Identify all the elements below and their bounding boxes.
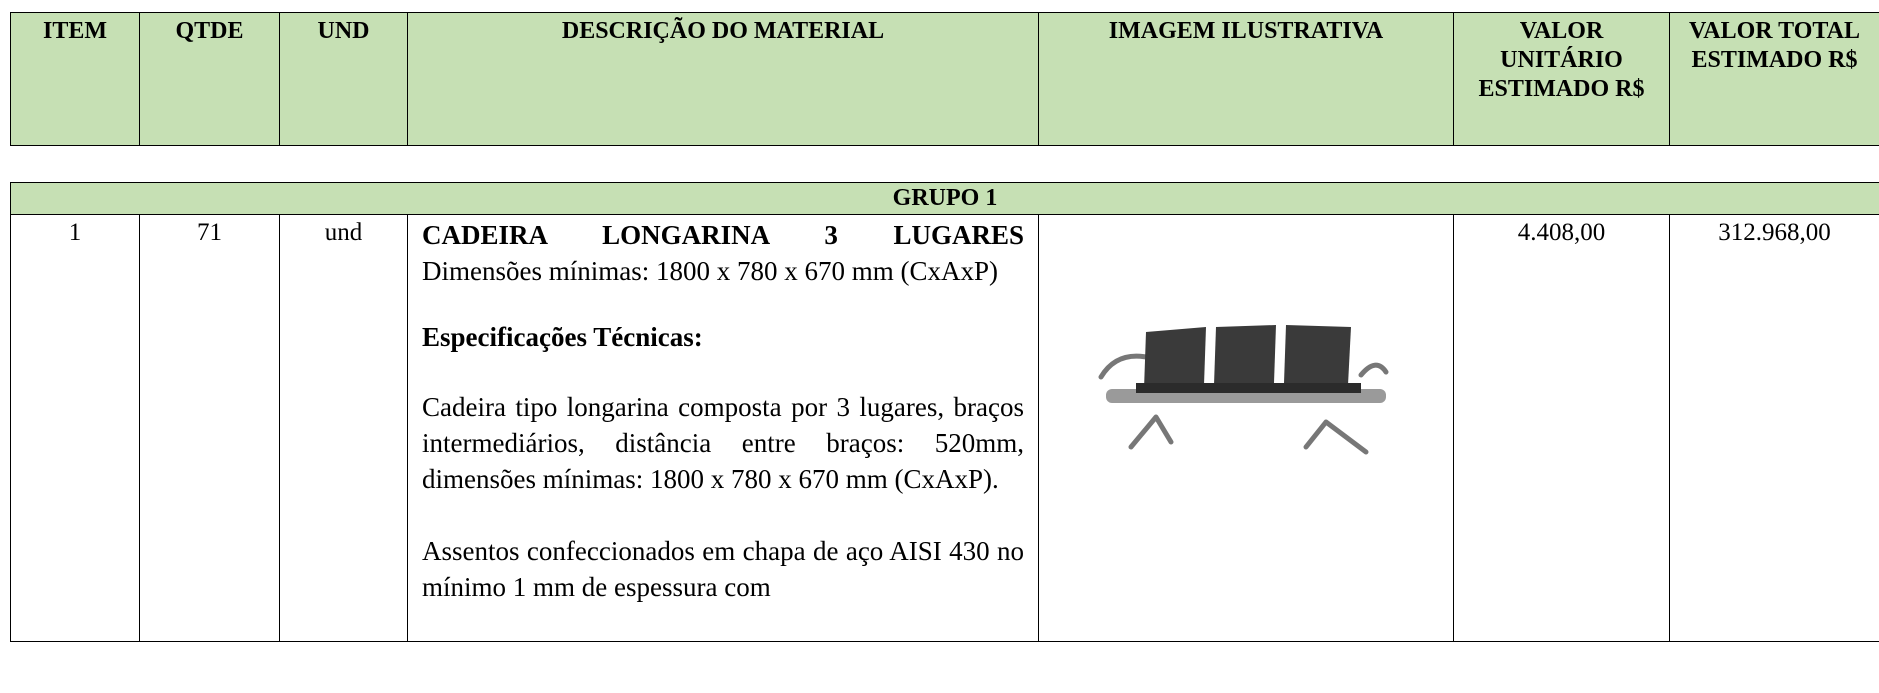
group-row: GRUPO 1	[9, 182, 1879, 215]
header-row: ITEM QTDE UND DESCRIÇÃO DO MATERIAL IMAG…	[10, 12, 1879, 146]
qty-cell: 71	[139, 214, 280, 642]
item-row: 1 71 und CADEIRA LONGARINA 3 LUGARES Dim…	[10, 214, 1879, 642]
header-table: ITEM QTDE UND DESCRIÇÃO DO MATERIAL IMAG…	[10, 12, 1879, 146]
header-cell: UND	[279, 12, 408, 146]
description-paragraph: Cadeira tipo longarina composta por 3 lu…	[422, 392, 1024, 494]
description-paragraph: Assentos confeccionados em chapa de aço …	[422, 536, 1024, 602]
header-cell: IMAGEM ILUSTRATIVA	[1038, 12, 1454, 146]
header-cell: QTDE	[139, 12, 280, 146]
image-cell	[1038, 214, 1454, 642]
description-dimensions: Dimensões mínimas: 1800 x 780 x 670 mm (…	[422, 256, 998, 286]
spec-heading: Especificações Técnicas:	[422, 322, 703, 352]
group-title: GRUPO 1	[9, 182, 1879, 215]
bench-image	[1098, 325, 1389, 455]
description-title: CADEIRA LONGARINA 3 LUGARES	[422, 220, 1024, 250]
header-cell: VALOR UNITÁRIO ESTIMADO R$	[1453, 12, 1670, 146]
unit-value-cell: 4.408,00	[1453, 214, 1670, 642]
unit-cell: und	[279, 214, 408, 642]
total-value-cell: 312.968,00	[1668, 214, 1879, 642]
header-cell: ITEM	[10, 12, 140, 146]
header-cell: DESCRIÇÃO DO MATERIAL	[407, 12, 1039, 146]
description-cell: CADEIRA LONGARINA 3 LUGARES Dimensões mí…	[407, 214, 1039, 642]
item-cell: 1	[10, 214, 140, 642]
header-cell: VALOR TOTAL ESTIMADO R$	[1669, 12, 1879, 146]
items-table: GRUPO 1 1 71 und CADEIRA LONGARINA 3 LUG…	[9, 182, 1879, 642]
